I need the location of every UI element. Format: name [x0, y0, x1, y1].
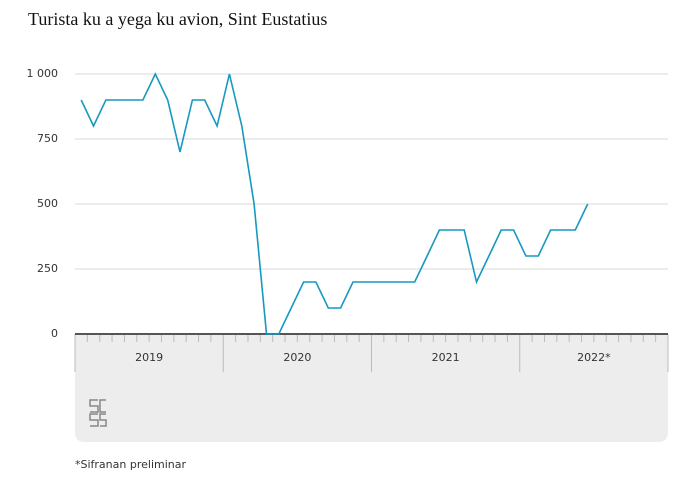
y-tick-label: 750 — [37, 132, 58, 145]
year-label: 2021 — [432, 351, 460, 364]
chart-title: Turista ku a yega ku avion, Sint Eustati… — [28, 9, 327, 29]
logo — [89, 399, 107, 427]
year-label: 2019 — [135, 351, 163, 364]
y-tick-label: 500 — [37, 197, 58, 210]
data-line — [80, 72, 589, 335]
year-label: 2022* — [577, 351, 611, 364]
y-tick-label: 1 000 — [27, 67, 59, 80]
year-label: 2020 — [283, 351, 311, 364]
y-tick-label: 250 — [37, 262, 58, 275]
footnote: *Sifranan preliminar — [75, 458, 186, 471]
y-tick-label: 0 — [51, 327, 58, 340]
